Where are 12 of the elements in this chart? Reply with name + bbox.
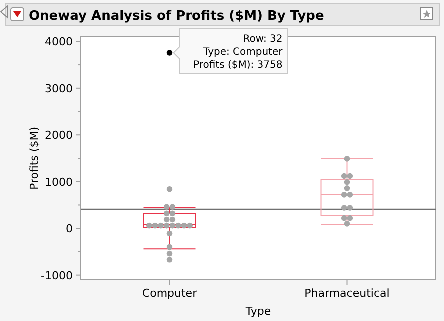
y-tick-label: 0: [66, 222, 73, 236]
y-axis-title: Profits ($M): [28, 127, 41, 190]
annotation: Row: 32 Type: Computer Profits ($M): 3758: [193, 34, 284, 71]
x-axis-title: Type: [244, 305, 272, 318]
y-tick-label: 1000: [45, 176, 73, 189]
x-tick-label: Pharmaceutical: [304, 287, 390, 300]
y-tick-label: 4000: [45, 36, 73, 49]
y-tick-label: 2000: [45, 129, 73, 142]
chart-title: Oneway Analysis of Profits ($M) By Type: [29, 9, 324, 24]
y-tick-label: -1000: [41, 269, 73, 282]
x-tick-label: Computer: [142, 287, 198, 300]
y-tick-label: 3000: [45, 82, 73, 96]
